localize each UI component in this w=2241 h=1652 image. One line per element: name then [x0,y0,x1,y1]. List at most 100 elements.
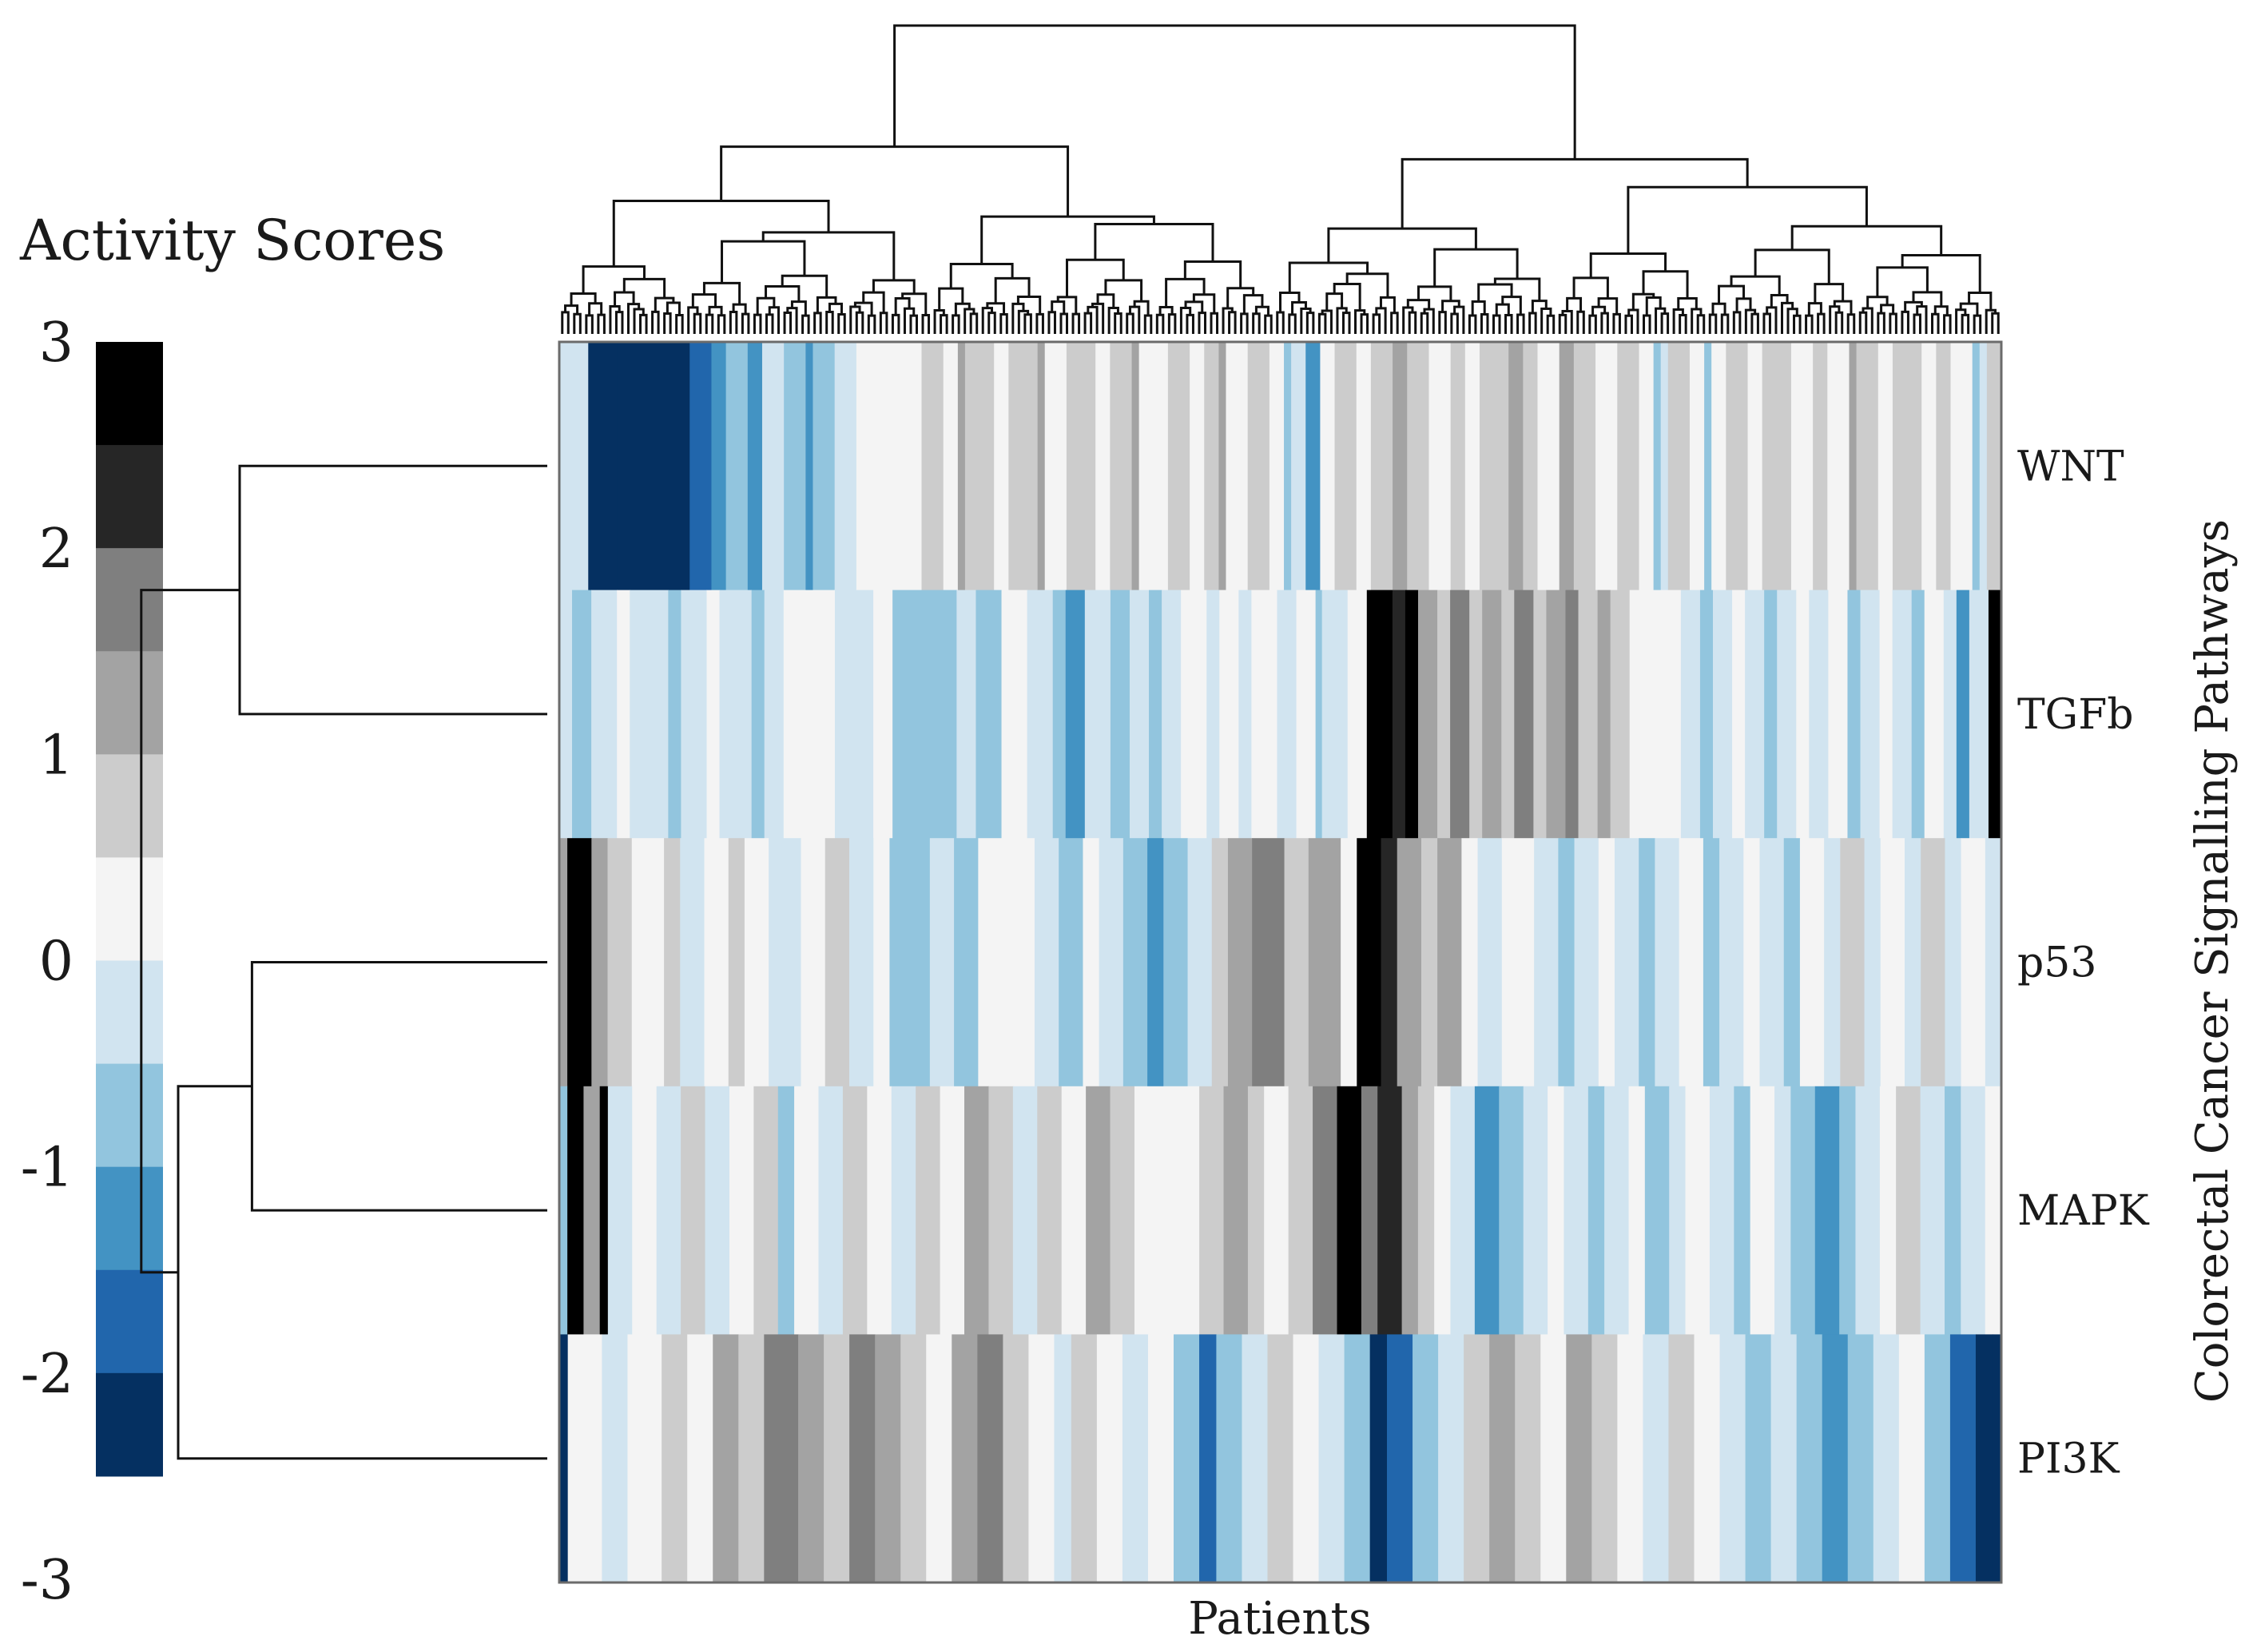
column-dendrogram-link [994,276,1031,304]
column-dendrogram-link [1591,305,1607,316]
heatmap-cell-WNT [1595,342,1618,591]
heatmap-cell-WNT [1827,342,1850,591]
heatmap-cell-p53 [1187,838,1213,1087]
column-dendrogram-link [1572,276,1609,299]
heatmap-cell-MAPK [1037,1086,1063,1335]
heatmap-cell-WNT [1508,342,1524,591]
column-dendrogram-link [1786,308,1798,334]
column-dendrogram-link [1655,307,1667,334]
column-dendrogram-link [1790,224,1943,256]
heatmap-cell-TGFb [1809,590,1829,839]
heatmap-cell-WNT [1393,342,1408,591]
heatmap-cell-PI3K [738,1334,765,1583]
heatmap-cell-p53 [631,838,665,1087]
heatmap-cell-WNT [588,342,618,591]
column-dendrogram-link [1071,312,1081,334]
heatmap-cell-PI3K [559,1334,569,1583]
colorbar-level-10 [96,1372,163,1477]
column-dendrogram-link [1566,296,1583,312]
column-dendrogram-link [1866,296,1889,308]
heatmap-cell-PI3K [977,1334,1003,1583]
heatmap-cell-p53 [1799,838,1825,1087]
heatmap-cell-WNT [813,342,836,591]
column-dendrogram-link [1624,314,1633,334]
heatmap-cell-p53 [1420,838,1438,1087]
heatmap-cell-TGFb [1450,590,1470,839]
column-dendrogram-link [1744,308,1757,334]
column-dendrogram-link [1576,310,1585,334]
colorbar-level-7 [96,1063,163,1168]
heatmap-cell-p53 [591,838,609,1087]
column-dendrogram-link [1011,302,1025,334]
column-dendrogram-link [1501,296,1522,316]
column-dendrogram-link [1143,314,1153,334]
heatmap-cell-TGFb [572,590,592,839]
heatmap-cell-WNT [1095,342,1111,591]
heatmap-cell-p53 [1501,838,1535,1087]
column-dendrogram-link [1589,252,1667,278]
heatmap-cell-TGFb [1437,590,1451,839]
heatmap-cell-PI3K [1489,1334,1516,1583]
heatmap-cell-MAPK [656,1086,681,1335]
heatmap-cell-WNT [1428,342,1452,591]
heatmap-cell-WNT [617,342,690,591]
column-dendrogram-link [1066,258,1125,297]
column-dendrogram-link [1453,305,1465,334]
heatmap-cell-TGFb [1943,590,1957,839]
column-dendrogram-link [1516,313,1525,334]
heatmap-cell-MAPK [1945,1086,1961,1335]
column-dendrogram-link [987,312,996,334]
heatmap-cell-MAPK [1377,1086,1403,1335]
column-dendrogram-link [1354,309,1366,334]
heatmap-cell-p53 [1961,838,1986,1087]
heatmap-cell-TGFb [1149,590,1162,839]
column-dendrogram-link [893,24,1576,160]
heatmap-cell-TGFb [1847,590,1862,839]
heatmap-cell-WNT [1711,342,1726,591]
heatmap-cell-TGFb [591,590,618,839]
heatmap-cell-WNT [1921,342,1937,591]
column-dendrogram-link [1627,185,1868,254]
column-dendrogram-link [761,231,896,280]
heatmap-cell-p53 [1163,838,1189,1087]
heatmap-cell-PI3K [602,1334,629,1583]
column-dendrogram-link [1242,294,1264,314]
column-dendrogram-link [1305,312,1315,334]
heatmap-cell-MAPK [1361,1086,1378,1335]
heatmap-cell-p53 [1824,838,1841,1087]
column-dendrogram-link [1735,297,1752,312]
heatmap-cell-MAPK [988,1086,1014,1335]
heatmap-cell-MAPK [632,1086,658,1335]
column-dendrogram-link [1107,307,1119,334]
column-dendrogram-link [1325,292,1344,312]
heatmap-cell-MAPK [1896,1086,1921,1335]
column-dendrogram-link [1016,295,1042,315]
heatmap-cell-TGFb [1680,590,1701,839]
column-dendrogram-link [872,279,916,294]
heatmap-cell-MAPK [583,1086,601,1335]
column-dendrogram-link [909,314,918,334]
column-dendrogram-link [1691,308,1703,334]
column-dendrogram-link [825,310,834,334]
heatmap-cell-p53 [607,838,633,1087]
heatmap-cell-WNT [1190,342,1205,591]
column-dendrogram-link [1375,307,1387,334]
column-dendrogram-link [1252,312,1261,334]
column-dendrogram-link [1360,313,1369,334]
column-dendrogram-link [783,312,793,334]
colorbar-level-4 [96,754,163,858]
column-dendrogram-link [1834,311,1844,334]
heatmap-cell-WNT [805,342,814,591]
heatmap-cell-MAPK [1669,1086,1687,1335]
heatmap-cell-PI3K [1096,1334,1123,1583]
heatmap-cell-WNT [964,342,995,591]
column-dendrogram-link [1677,297,1698,310]
heatmap-cell-PI3K [1344,1334,1371,1583]
heatmap-cell-p53 [1639,838,1655,1087]
y-axis-label: Colorectal Cancer Signalling Pathways [2187,519,2239,1403]
heatmap-cell-MAPK [1774,1086,1791,1335]
column-dendrogram-link [1186,313,1194,334]
heatmap-cell-p53 [567,838,592,1087]
column-dendrogram-link [1327,227,1477,264]
